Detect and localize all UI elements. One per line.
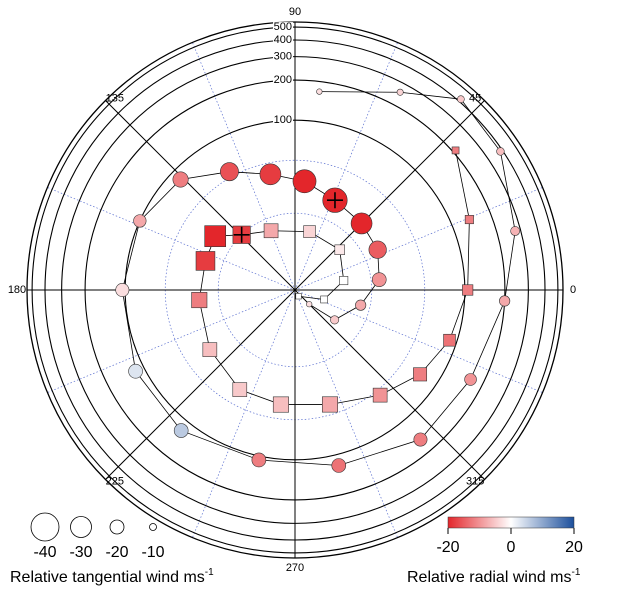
circle-marker bbox=[330, 315, 340, 325]
minor-spoke bbox=[47, 289, 296, 393]
circle-marker bbox=[371, 272, 387, 287]
r-tick-label: 500 bbox=[274, 21, 292, 33]
minor-spoke bbox=[294, 289, 543, 393]
spoke bbox=[105, 100, 296, 291]
size-legend-marker bbox=[30, 512, 60, 542]
square-marker bbox=[191, 292, 208, 309]
square-marker bbox=[295, 293, 302, 300]
size-legend-marker bbox=[109, 519, 125, 535]
theta-tick-label: 315 bbox=[466, 475, 484, 487]
spoke bbox=[294, 100, 485, 291]
colorbar-sup: -1 bbox=[572, 567, 581, 578]
colorbar-tick-label: 0 bbox=[507, 539, 516, 556]
minor-spoke bbox=[192, 289, 296, 538]
minor-spoke bbox=[294, 289, 398, 538]
r-tick-label: 100 bbox=[274, 114, 292, 126]
circle-marker bbox=[133, 214, 147, 228]
square-marker bbox=[339, 276, 349, 286]
size-legend-value: -20 bbox=[105, 544, 128, 561]
square-marker bbox=[195, 251, 216, 271]
square-marker bbox=[303, 225, 316, 238]
r-label-bg bbox=[273, 115, 293, 126]
minor-spoke bbox=[294, 187, 543, 291]
square-marker bbox=[232, 382, 248, 397]
colorbar-title: Relative radial wind ms-1 bbox=[407, 567, 581, 587]
r-tick-label: 300 bbox=[274, 51, 292, 63]
circle-marker bbox=[173, 423, 189, 438]
circle-marker bbox=[316, 88, 323, 95]
circle-marker bbox=[306, 301, 313, 308]
size-legend-sup: -1 bbox=[205, 567, 214, 578]
size-legend-label: Relative tangential wind ms bbox=[10, 569, 205, 586]
size-legend-marker bbox=[149, 523, 157, 531]
theta-tick-label: 45 bbox=[469, 92, 481, 104]
cross bbox=[326, 192, 343, 209]
circle-marker bbox=[220, 162, 239, 182]
r-label-bg bbox=[273, 34, 293, 45]
circle-marker bbox=[292, 169, 317, 194]
minor-spoke bbox=[294, 42, 398, 291]
minor-spoke bbox=[192, 42, 296, 291]
circle-marker bbox=[115, 283, 130, 297]
theta-tick-label: 180 bbox=[8, 284, 26, 296]
colorbar-tick-label: -20 bbox=[436, 539, 459, 556]
r-label-bg bbox=[273, 75, 293, 86]
size-legend-title: Relative tangential wind ms-1 bbox=[10, 567, 214, 587]
circle-marker bbox=[510, 226, 521, 236]
square-marker bbox=[451, 146, 460, 155]
square-marker bbox=[321, 396, 338, 413]
square-marker bbox=[320, 295, 328, 304]
circle-marker bbox=[464, 373, 477, 386]
circle-marker bbox=[396, 88, 404, 96]
circle-marker bbox=[355, 299, 367, 311]
spoke bbox=[294, 289, 485, 480]
circle-marker bbox=[331, 458, 347, 473]
square-marker bbox=[443, 333, 456, 347]
colorbar-tick-label: 20 bbox=[565, 539, 583, 556]
circle-marker bbox=[499, 295, 511, 307]
square-marker bbox=[263, 223, 279, 239]
square-marker bbox=[204, 225, 227, 247]
cross bbox=[233, 226, 250, 243]
square-marker bbox=[462, 284, 474, 296]
theta-tick-label: 0 bbox=[570, 284, 576, 296]
square-marker bbox=[464, 215, 474, 225]
size-legend-value: -10 bbox=[141, 544, 164, 561]
r-tick-label: 200 bbox=[274, 74, 292, 86]
square-marker bbox=[372, 387, 388, 403]
theta-tick-label: 90 bbox=[289, 6, 301, 18]
circle-marker bbox=[350, 212, 373, 235]
circle-marker bbox=[457, 95, 465, 103]
colorbar-label: Relative radial wind ms bbox=[407, 569, 572, 586]
size-legend-value: -40 bbox=[33, 544, 56, 561]
theta-tick-label: 225 bbox=[106, 475, 124, 487]
square-marker bbox=[413, 367, 428, 382]
circle-marker bbox=[251, 452, 267, 468]
theta-tick-label: 270 bbox=[286, 562, 304, 574]
circle-marker bbox=[128, 363, 143, 379]
size-legend-value: -30 bbox=[69, 544, 92, 561]
theta-tick-label: 135 bbox=[106, 92, 124, 104]
r-tick-label: 400 bbox=[274, 34, 292, 46]
circle-marker bbox=[413, 432, 428, 447]
colorbar bbox=[447, 516, 575, 529]
r-label-bg bbox=[273, 22, 293, 33]
size-legend-marker bbox=[70, 516, 92, 538]
circle-marker bbox=[259, 163, 282, 186]
circle-marker bbox=[368, 240, 387, 259]
r-label-bg bbox=[273, 51, 293, 62]
square-marker bbox=[272, 396, 289, 413]
square-marker bbox=[334, 244, 345, 255]
square-marker bbox=[202, 342, 218, 357]
minor-spoke bbox=[47, 187, 296, 291]
circle-marker bbox=[496, 147, 505, 156]
spoke bbox=[105, 289, 296, 480]
circle-marker bbox=[172, 171, 189, 188]
